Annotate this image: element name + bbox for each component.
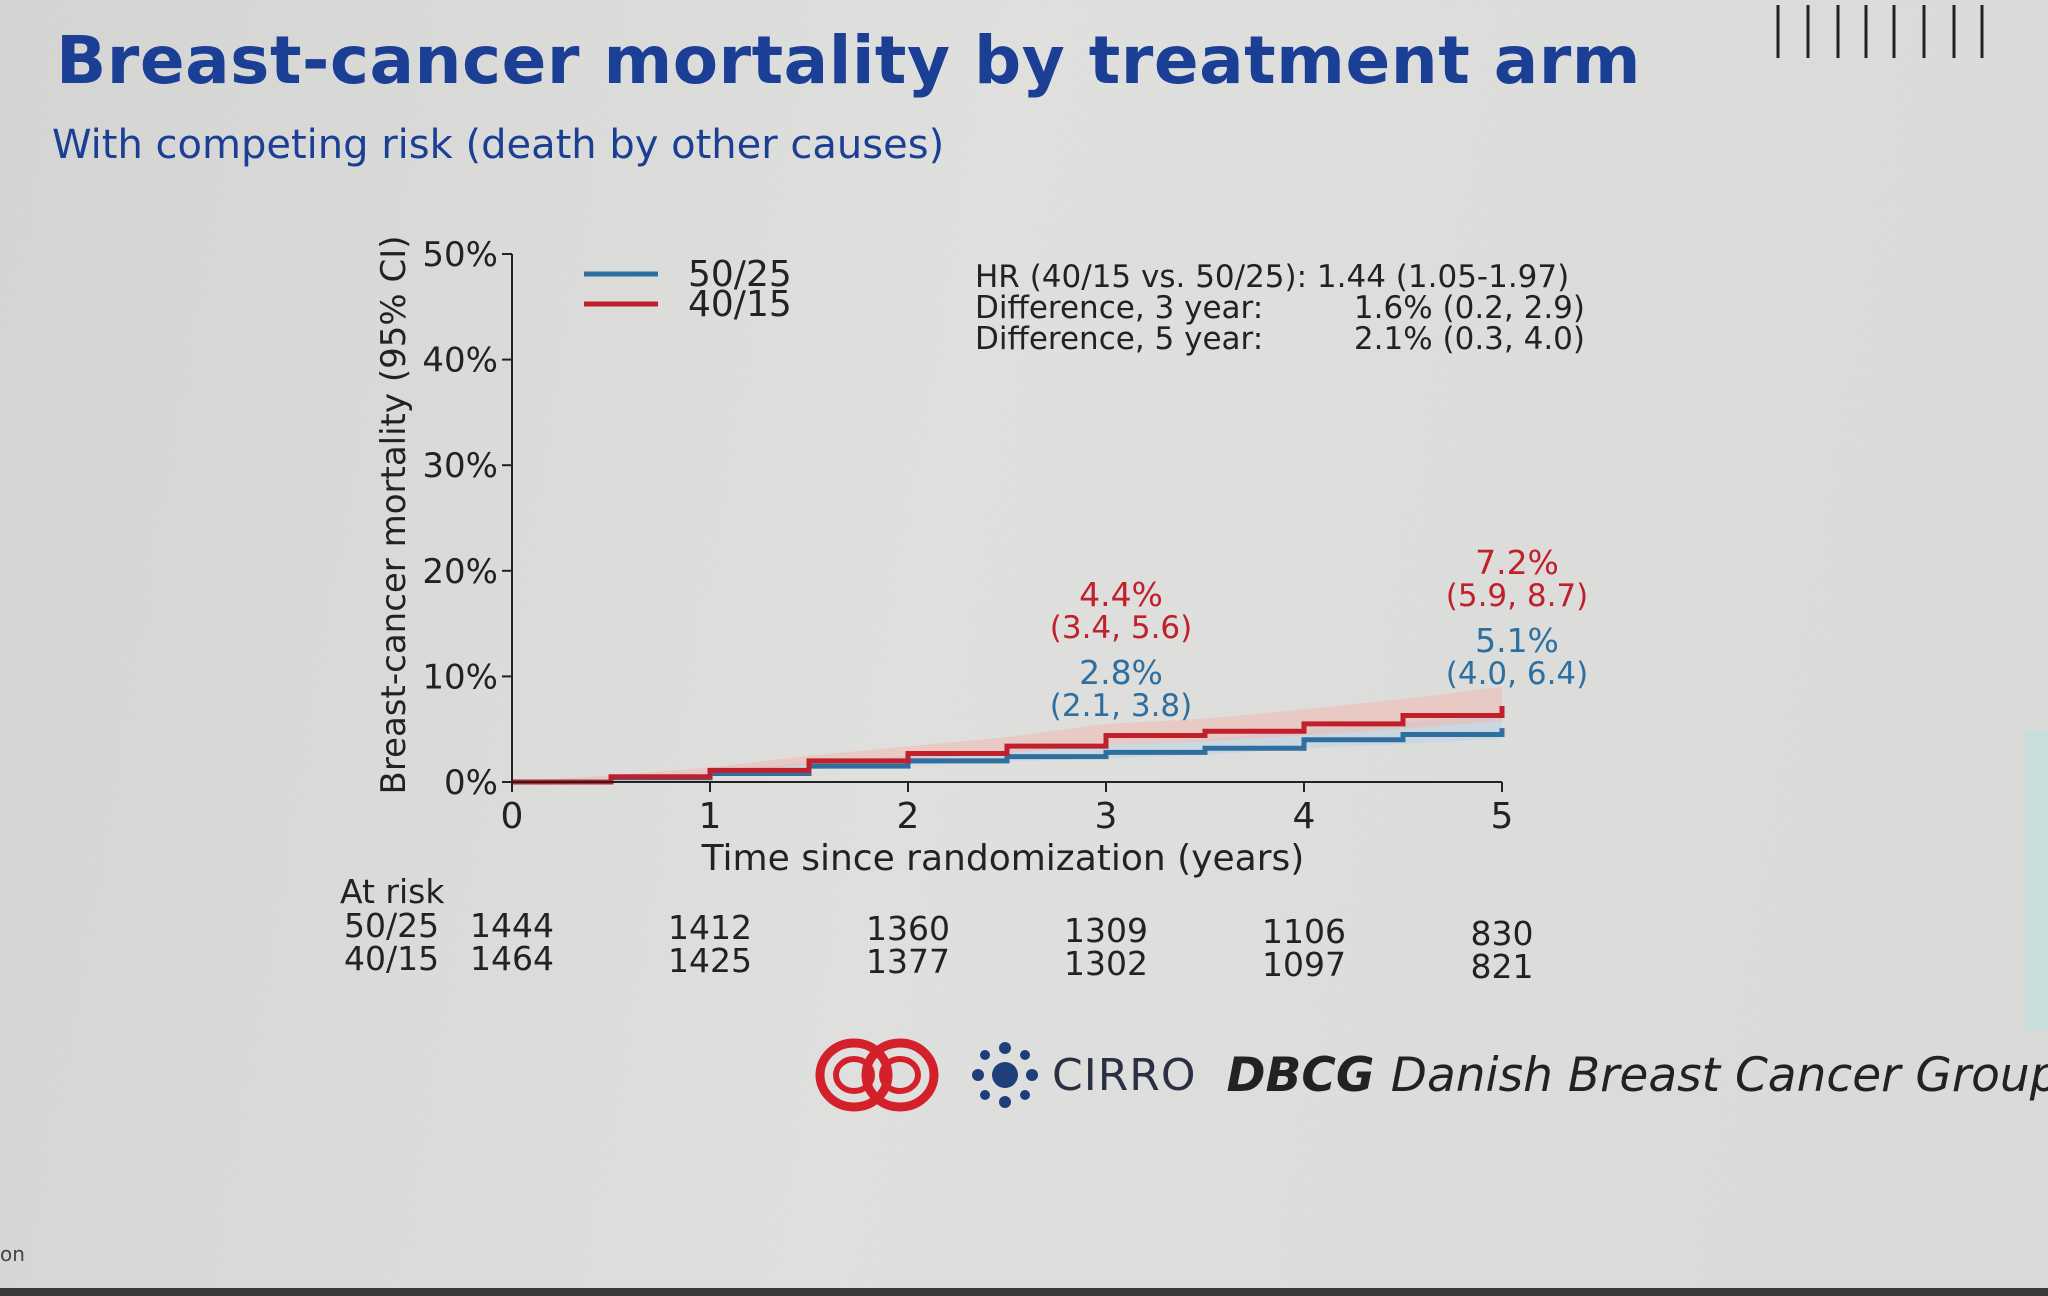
legend-label: 50/25: [688, 254, 792, 295]
at-risk-row-label: 50/25: [344, 906, 440, 945]
dbcg-full-name: Danish Breast Cancer Group: [1390, 1047, 2048, 1103]
x-tick-label: 5: [1491, 796, 1514, 837]
annotation-ci: (4.0, 6.4): [1446, 656, 1589, 692]
at-risk-cell: 1106: [1262, 912, 1346, 951]
diff5-value: 2.1% (0.3, 4.0): [1354, 321, 1585, 357]
logo-bar: CIRRO DBCG Danish Breast Cancer Group: [812, 1020, 2048, 1130]
annotation-value: 2.8%: [1079, 653, 1163, 692]
cirro-logo-text: CIRRO: [1052, 1049, 1197, 1101]
series-lines: [512, 705, 1505, 785]
at-risk-cell: 1444: [470, 906, 554, 945]
at-risk-cell: 830: [1470, 913, 1534, 953]
annotation-ci: (3.4, 5.6): [1050, 610, 1193, 646]
x-tick-label: 4: [1293, 796, 1316, 837]
diff3-label: Difference, 3 year:: [975, 290, 1263, 326]
dbcg-abbrev: DBCG: [1226, 1047, 1375, 1103]
y-axis-title: Breast-cancer mortality (95% CI): [374, 236, 414, 795]
hr-text: HR (40/15 vs. 50/25): 1.44 (1.05-1.97): [975, 259, 1569, 295]
annotation-ci: (5.9, 8.7): [1446, 578, 1589, 614]
annotations: 2.8%(2.1, 3.8) 5.1%(4.0, 6.4) 4.4%(3.4, 5.…: [1050, 543, 1589, 724]
at-risk-cell: 1377: [866, 942, 950, 981]
x-tick-label: 2: [897, 796, 920, 837]
bottom-band: [0, 1288, 2048, 1296]
annotation-value: 4.4%: [1079, 575, 1163, 614]
at-risk-cell: 1097: [1262, 945, 1346, 984]
background-band: [2024, 730, 2048, 1030]
page-title: Breast-cancer mortality by treatment arm: [56, 22, 1642, 99]
y-tick-label: 50%: [422, 235, 498, 275]
annotation-value: 7.2%: [1475, 543, 1559, 582]
diff3-value: 1.6% (0.2, 2.9): [1354, 290, 1585, 326]
y-tick-label: 0%: [444, 763, 498, 803]
annotation-ci: (2.1, 3.8): [1050, 688, 1193, 724]
series-line-40-15: [512, 705, 1505, 785]
at-risk-cell: 1412: [668, 907, 752, 947]
corner-text: on: [0, 1242, 25, 1266]
y-tick-label: 10%: [422, 657, 498, 697]
y-tick-label: 40%: [422, 341, 498, 381]
y-tick-label: 30%: [422, 446, 498, 486]
red-rings-logo: [815, 1038, 939, 1112]
y-tick-label: 20%: [422, 552, 498, 592]
cirro-logo-icon: [972, 1042, 1038, 1108]
axes: 0% 10% 20% 30% 40% 50% 0 1 2 3 4 5: [422, 235, 1513, 837]
decorative-tick-strip: [1776, 5, 1984, 58]
dbcg-logo-text: DBCG Danish Breast Cancer Group: [1226, 1048, 2048, 1103]
at-risk-cell: 1309: [1064, 910, 1148, 950]
at-risk-cell: 1464: [470, 939, 554, 978]
at-risk-header: At risk: [340, 872, 445, 911]
confidence-bands: [512, 686, 1502, 782]
at-risk-cell: 1302: [1064, 943, 1148, 983]
x-tick-label: 3: [1095, 796, 1118, 837]
x-tick-label: 1: [699, 796, 722, 837]
page-subtitle: With competing risk (death by other caus…: [52, 122, 945, 168]
at-risk-cell: 821: [1470, 946, 1534, 986]
x-axis-title: Time since randomization (years): [701, 838, 1305, 879]
diff5-label: Difference, 5 year:: [975, 321, 1263, 357]
at-risk-cell: 1360: [866, 909, 950, 948]
legend-label: 40/15: [688, 284, 792, 325]
at-risk-row-label: 40/15: [344, 939, 440, 978]
x-tick-label: 0: [501, 796, 524, 837]
at-risk-cell: 1425: [668, 940, 752, 980]
annotation-value: 5.1%: [1475, 621, 1559, 660]
ci-band-40-15: [512, 686, 1502, 782]
stats-box: HR (40/15 vs. 50/25): 1.44 (1.05-1.97) D…: [975, 259, 1585, 357]
